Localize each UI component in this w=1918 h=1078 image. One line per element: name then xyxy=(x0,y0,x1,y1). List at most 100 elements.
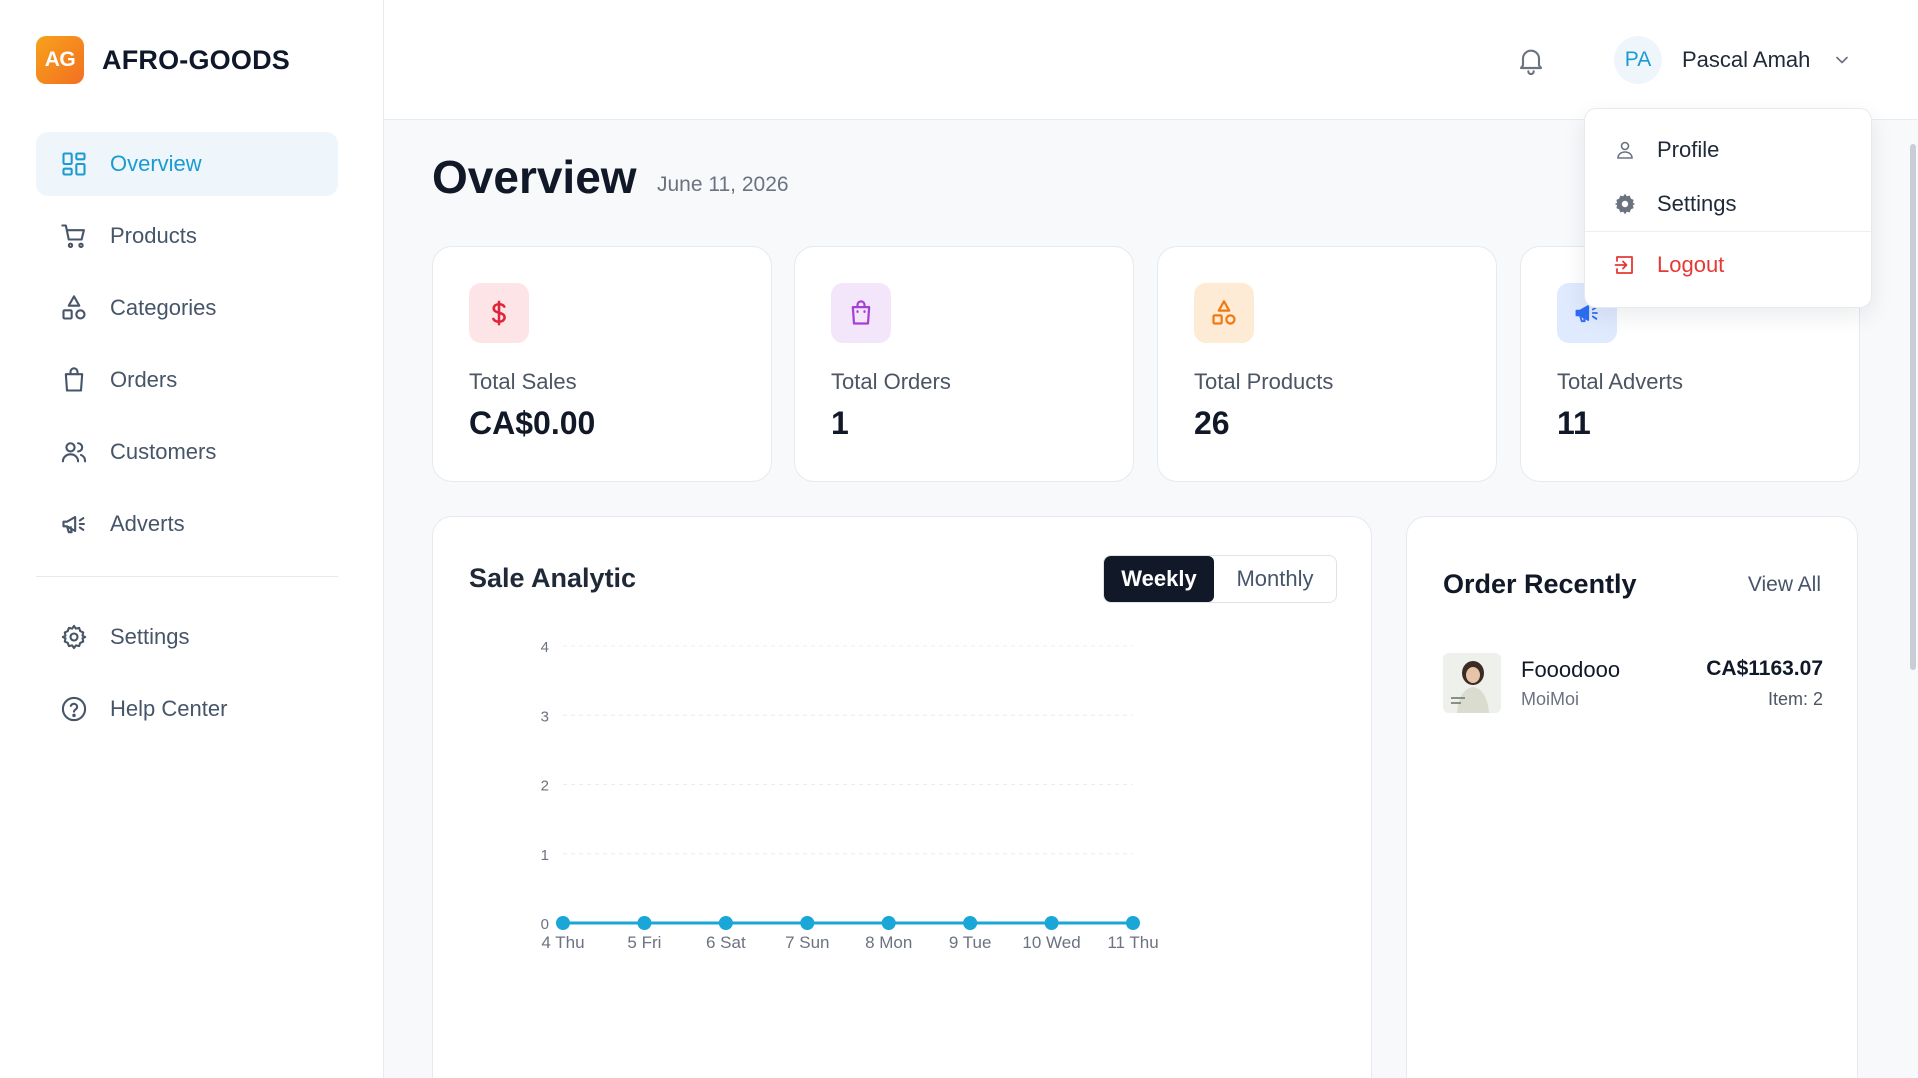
dashboard-icon xyxy=(62,152,86,176)
top-header: PA Pascal Amah xyxy=(384,0,1918,120)
user-dropdown-menu: Profile Settings Logout xyxy=(1584,108,1872,308)
y-tick-label: 3 xyxy=(541,708,549,725)
data-point xyxy=(1044,916,1059,930)
stat-value: 26 xyxy=(1194,405,1230,441)
sidebar-item-label: Products xyxy=(110,223,197,248)
menu-item-label: Profile xyxy=(1657,137,1720,162)
help-icon xyxy=(61,696,87,722)
data-point xyxy=(1126,916,1140,930)
sidebar-item-overview[interactable]: Overview xyxy=(36,132,338,196)
data-point xyxy=(800,916,815,930)
shopping-bag-icon xyxy=(64,367,84,392)
data-point xyxy=(637,916,652,930)
stat-label: Total Sales xyxy=(469,369,577,394)
sale-line-chart: 0 1 2 3 4 4 Thu 5 Fri 6 Sat 7 Sun 8 Mon 9 Tue 10 We… xyxy=(541,639,1159,952)
x-tick-label: 7 Sun xyxy=(785,933,829,952)
dollar-icon xyxy=(492,300,506,326)
sidebar-item-adverts[interactable]: Adverts xyxy=(36,492,338,556)
sidebar-item-label: Categories xyxy=(110,295,217,320)
toggle-weekly[interactable]: Weekly xyxy=(1104,556,1214,602)
product-thumbnail xyxy=(1443,653,1501,713)
x-tick-label: 4 Thu xyxy=(541,933,584,952)
sidebar-item-products[interactable]: Products xyxy=(36,204,338,268)
x-tick-label: 11 Thu xyxy=(1107,933,1158,952)
period-toggle: Weekly Monthly xyxy=(1103,555,1337,603)
page-date: June 11, 2026 xyxy=(657,173,789,196)
sidebar-item-label: Overview xyxy=(110,151,202,176)
scrollbar-thumb[interactable] xyxy=(1910,144,1916,670)
gear-icon xyxy=(1614,193,1636,215)
sidebar-item-label: Orders xyxy=(110,367,178,392)
page-title: Overview xyxy=(432,151,637,203)
data-point xyxy=(963,916,978,930)
stat-icon-wrap xyxy=(831,283,891,343)
sidebar: AG AFRO-GOODS Overview Products Categori… xyxy=(0,0,384,1078)
sidebar-item-orders[interactable]: Orders xyxy=(36,348,338,412)
toggle-monthly[interactable]: Monthly xyxy=(1236,566,1314,591)
sidebar-item-help-center[interactable]: Help Center xyxy=(36,677,338,741)
user-menu-toggle[interactable]: PA Pascal Amah xyxy=(1614,36,1852,84)
x-tick-label: 6 Sat xyxy=(706,933,746,952)
data-point xyxy=(556,916,570,930)
order-customer-name: MoiMoi xyxy=(1521,689,1580,709)
stat-value: 11 xyxy=(1557,405,1591,441)
y-tick-label: 0 xyxy=(541,916,549,933)
sidebar-divider xyxy=(36,576,338,577)
sidebar-nav: Overview Products Categories Orders Cust… xyxy=(36,132,338,749)
stat-card-total-products: Total Products 26 xyxy=(1157,246,1497,482)
sidebar-item-label: Help Center xyxy=(110,696,228,721)
order-recently-title: Order Recently xyxy=(1443,569,1637,599)
bell-icon[interactable] xyxy=(1515,44,1547,76)
stat-icon-wrap xyxy=(1194,283,1254,343)
sidebar-item-categories[interactable]: Categories xyxy=(36,276,338,340)
x-tick-label: 5 Fri xyxy=(627,933,661,952)
data-point xyxy=(881,916,896,930)
y-tick-label: 4 xyxy=(541,639,549,656)
menu-item-label: Logout xyxy=(1657,252,1725,277)
menu-item-logout[interactable]: Logout xyxy=(1585,238,1871,292)
x-tick-label: 10 Wed xyxy=(1022,933,1080,952)
order-item-count: Item: 2 xyxy=(1767,689,1823,709)
users-icon xyxy=(61,442,87,463)
cart-icon xyxy=(61,224,85,249)
stat-label: Total Products xyxy=(1194,369,1334,394)
shapes-icon xyxy=(62,295,86,320)
user-icon xyxy=(1617,141,1633,159)
sidebar-item-customers[interactable]: Customers xyxy=(36,420,338,484)
sidebar-item-label: Settings xyxy=(110,624,190,649)
order-price: CA$1163.07 xyxy=(1706,657,1823,680)
x-tick-label: 9 Tue xyxy=(949,933,992,952)
stat-value: CA$0.00 xyxy=(469,405,596,441)
chevron-down-icon xyxy=(1836,56,1849,64)
stat-card-total-orders: Total Orders 1 xyxy=(794,246,1134,482)
sidebar-item-label: Customers xyxy=(110,439,217,464)
shopping-bag-icon xyxy=(851,300,871,325)
stat-card-total-sales: Total Sales CA$0.00 xyxy=(432,246,772,482)
page-scrollbar[interactable] xyxy=(1908,120,1918,1078)
menu-divider xyxy=(1585,231,1871,232)
stat-label: Total Orders xyxy=(831,369,951,394)
avatar: PA xyxy=(1614,36,1662,84)
menu-item-settings[interactable]: Settings xyxy=(1585,177,1871,231)
sale-analytic-panel: Sale Analytic Weekly Monthly 0 1 2 3 4 4 Thu 5… xyxy=(432,516,1372,1078)
brand-name: AFRO-GOODS xyxy=(102,44,290,75)
sidebar-item-label: Adverts xyxy=(110,511,185,536)
x-tick-label: 8 Mon xyxy=(865,933,912,952)
y-tick-label: 1 xyxy=(541,847,549,864)
data-point xyxy=(718,916,733,930)
y-tick-label: 2 xyxy=(541,778,549,795)
user-name: Pascal Amah xyxy=(1682,47,1811,72)
megaphone-icon xyxy=(62,515,85,534)
sale-analytic-title: Sale Analytic xyxy=(469,563,637,593)
sidebar-item-settings[interactable]: Settings xyxy=(36,605,338,669)
stat-label: Total Adverts xyxy=(1557,369,1683,394)
order-recently-panel: Order Recently View All Fooodooo MoiMoi … xyxy=(1406,516,1858,1078)
brand-logo: AG xyxy=(36,36,84,84)
gear-icon xyxy=(61,624,87,650)
order-product-name: Fooodooo xyxy=(1521,657,1621,682)
brand[interactable]: AG AFRO-GOODS xyxy=(36,36,290,84)
stat-icon-wrap xyxy=(469,283,529,343)
view-all-link[interactable]: View All xyxy=(1747,573,1821,596)
order-row[interactable]: Fooodooo MoiMoi CA$1163.07 Item: 2 xyxy=(1443,653,1823,717)
menu-item-profile[interactable]: Profile xyxy=(1585,123,1871,177)
